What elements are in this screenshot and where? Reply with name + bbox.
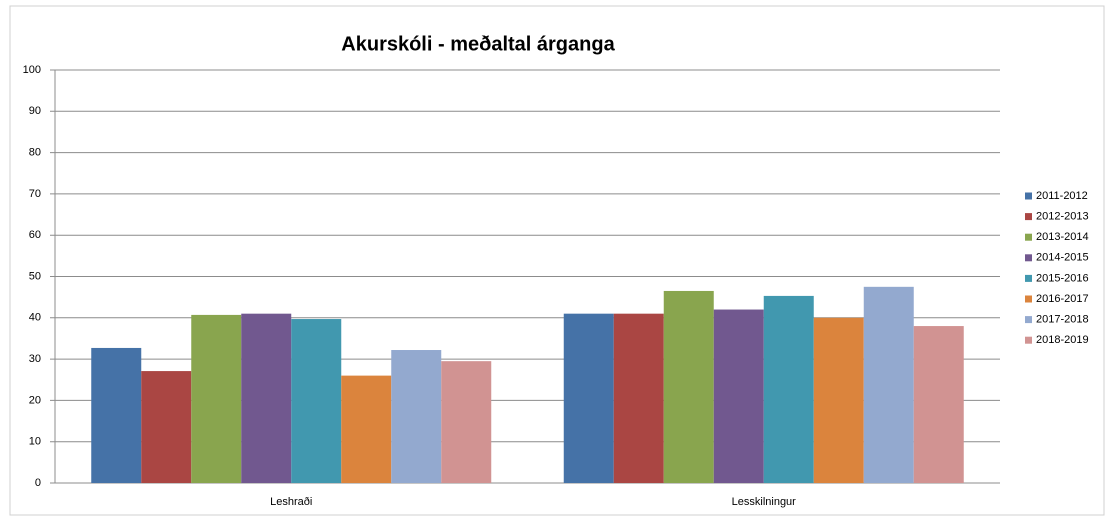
legend-swatch — [1025, 316, 1032, 324]
y-tick-label: 20 — [29, 394, 41, 406]
legend-swatch — [1025, 213, 1032, 221]
legend-label: 2016-2017 — [1036, 293, 1089, 305]
legend-label: 2015-2016 — [1036, 272, 1089, 284]
chart-title: Akurskóli - meðaltal árganga — [341, 33, 615, 55]
y-tick-label: 30 — [29, 353, 41, 365]
bar — [613, 313, 664, 483]
legend-label: 2011-2012 — [1036, 190, 1088, 202]
bar — [191, 314, 242, 483]
bar — [241, 313, 292, 483]
y-tick-label: 50 — [29, 270, 41, 282]
y-tick-label: 0 — [35, 477, 41, 489]
legend-swatch — [1025, 274, 1032, 282]
bar — [291, 319, 342, 483]
legend-swatch — [1025, 233, 1032, 241]
bar — [563, 313, 614, 483]
bar — [863, 286, 914, 483]
x-tick-label: Lesskilningur — [732, 496, 797, 508]
bar — [91, 347, 142, 483]
bar — [341, 375, 392, 483]
y-tick-label: 40 — [29, 312, 41, 324]
legend-label: 2013-2014 — [1036, 231, 1089, 243]
chart-frame — [9, 5, 1105, 516]
y-tick-label: 60 — [29, 229, 41, 241]
bar — [441, 361, 492, 483]
y-tick-label: 80 — [29, 147, 41, 159]
bar — [713, 309, 764, 483]
legend-swatch — [1025, 295, 1032, 303]
legend-label: 2012-2013 — [1036, 211, 1089, 223]
legend-swatch — [1025, 192, 1032, 200]
legend-label: 2014-2015 — [1036, 252, 1089, 264]
bar — [763, 295, 814, 483]
bar — [391, 350, 442, 483]
legend-swatch — [1025, 336, 1032, 344]
legend-label: 2018-2019 — [1036, 334, 1089, 346]
y-tick-label: 10 — [29, 436, 41, 448]
x-tick-label: Leshraði — [270, 496, 312, 508]
bar — [141, 371, 192, 483]
bar — [663, 290, 714, 483]
y-tick-label: 70 — [29, 188, 41, 200]
y-tick-label: 90 — [29, 105, 41, 117]
legend-label: 2017-2018 — [1036, 314, 1089, 326]
bar — [813, 317, 864, 483]
y-tick-label: 100 — [23, 64, 41, 76]
bar — [913, 326, 964, 483]
legend-swatch — [1025, 254, 1032, 262]
